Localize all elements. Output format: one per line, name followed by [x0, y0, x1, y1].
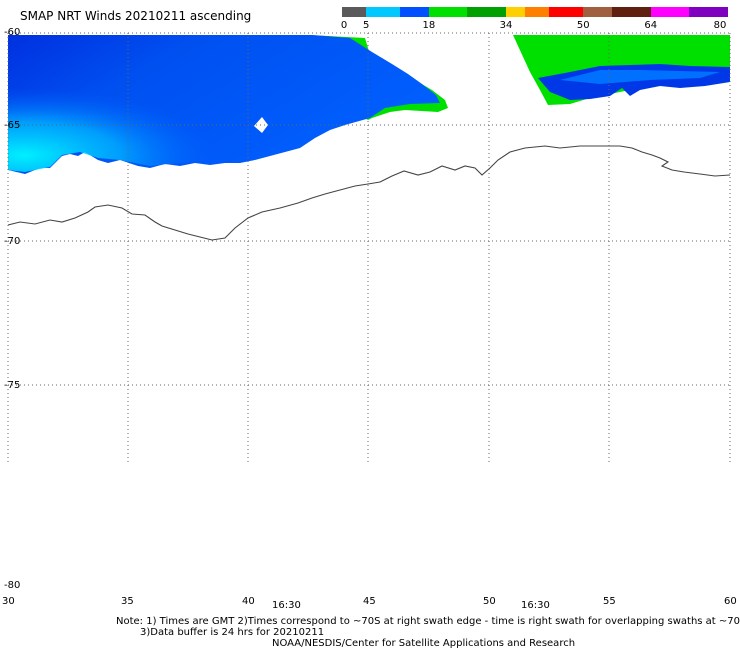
swath-time-label: 16:30	[521, 600, 550, 611]
lon-label-60: 60	[724, 596, 737, 607]
swath-time-label: 16:30	[272, 600, 301, 611]
lon-label-30: 30	[2, 596, 15, 607]
credit-line: NOAA/NESDIS/Center for Satellite Applica…	[272, 638, 576, 649]
map-grid	[8, 33, 730, 465]
colorbar-segment	[689, 7, 728, 17]
colorbar-label: 18	[422, 20, 436, 31]
lat-label-65: -65	[4, 120, 21, 131]
colorbar-label: 34	[499, 20, 513, 31]
lon-label-45: 45	[363, 596, 376, 607]
note-line-1: Note: 1) Times are GMT 2)Times correspon…	[116, 616, 740, 627]
colorbar-segment	[399, 7, 429, 17]
colorbar	[342, 7, 728, 17]
colorbar-segment	[612, 7, 651, 17]
colorbar-segment	[342, 7, 367, 17]
colorbar-label: 64	[644, 20, 658, 31]
lon-label-55: 55	[603, 596, 616, 607]
lon-label-50: 50	[483, 596, 496, 607]
wind-swath-west-cyan	[8, 60, 330, 172]
colorbar-label: 50	[576, 20, 590, 31]
colorbar-segment	[506, 7, 526, 17]
lon-label-40: 40	[242, 596, 255, 607]
colorbar-segment	[366, 7, 400, 17]
colorbar-segment	[650, 7, 690, 17]
lon-label-35: 35	[121, 596, 134, 607]
map-title: SMAP NRT Winds 20210211 ascending	[20, 9, 252, 23]
lat-label-70: -70	[4, 236, 21, 247]
note-line-2: 3)Data buffer is 24 hrs for 20210211	[140, 627, 325, 638]
colorbar-segment	[525, 7, 550, 17]
colorbar-segment	[583, 7, 613, 17]
colorbar-label: 5	[362, 20, 370, 31]
coastline	[7, 145, 731, 241]
colorbar-segment	[549, 7, 584, 17]
lat-label-80: -80	[4, 580, 21, 591]
lat-label-65: -60	[4, 27, 21, 38]
colorbar-label: 80	[713, 20, 727, 31]
lat-label-75: -75	[4, 380, 21, 391]
colorbar-label: 0	[340, 20, 348, 31]
colorbar-segment	[428, 7, 468, 17]
colorbar-segment	[467, 7, 507, 17]
